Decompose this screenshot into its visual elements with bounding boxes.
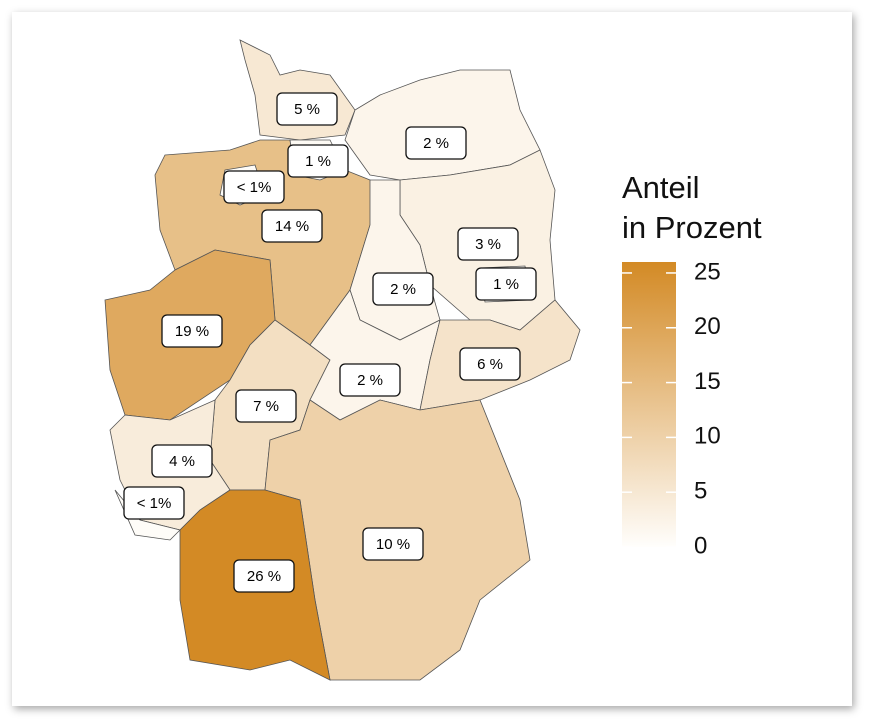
value-label: 1 % bbox=[493, 276, 519, 293]
label-box bbox=[372, 272, 434, 306]
value-label: 2 % bbox=[357, 372, 383, 389]
label-box bbox=[123, 486, 185, 520]
legend-tick-label: 25 bbox=[694, 258, 721, 285]
legend-tick-label: 0 bbox=[694, 532, 707, 559]
value-label: 4 % bbox=[169, 453, 195, 470]
value-label: 26 % bbox=[247, 568, 281, 585]
label-box bbox=[276, 92, 338, 126]
label-box bbox=[261, 209, 323, 243]
value-label: 7 % bbox=[253, 398, 279, 415]
legend-title: Anteil bbox=[622, 170, 700, 205]
label-box bbox=[235, 389, 297, 423]
value-label: 1 % bbox=[305, 153, 331, 170]
label-box bbox=[405, 126, 467, 160]
legend-tick-label: 20 bbox=[694, 313, 721, 340]
value-label: 2 % bbox=[390, 281, 416, 298]
value-label: < 1% bbox=[237, 179, 272, 196]
label-box bbox=[339, 363, 401, 397]
value-label: < 1% bbox=[137, 495, 172, 512]
label-box bbox=[223, 170, 285, 204]
label-box bbox=[459, 347, 521, 381]
color-bar bbox=[622, 262, 676, 547]
value-label: 3 % bbox=[475, 236, 501, 253]
legend-tick-label: 5 bbox=[694, 478, 707, 505]
value-label: 6 % bbox=[477, 356, 503, 373]
value-label: 2 % bbox=[423, 135, 449, 152]
legend-tick-label: 10 bbox=[694, 423, 721, 450]
legend-title: in Prozent bbox=[622, 210, 762, 245]
label-box bbox=[362, 527, 424, 561]
label-box bbox=[233, 559, 295, 593]
label-box bbox=[287, 144, 349, 178]
value-label: 19 % bbox=[175, 323, 209, 340]
legend-tick-label: 15 bbox=[694, 368, 721, 395]
label-box bbox=[151, 444, 213, 478]
value-label: 5 % bbox=[294, 101, 320, 118]
value-label: 10 % bbox=[376, 536, 410, 553]
value-label: 14 % bbox=[275, 218, 309, 235]
label-box bbox=[475, 267, 537, 301]
region bbox=[344, 69, 541, 181]
label-box bbox=[457, 227, 519, 261]
label-box bbox=[161, 314, 223, 348]
